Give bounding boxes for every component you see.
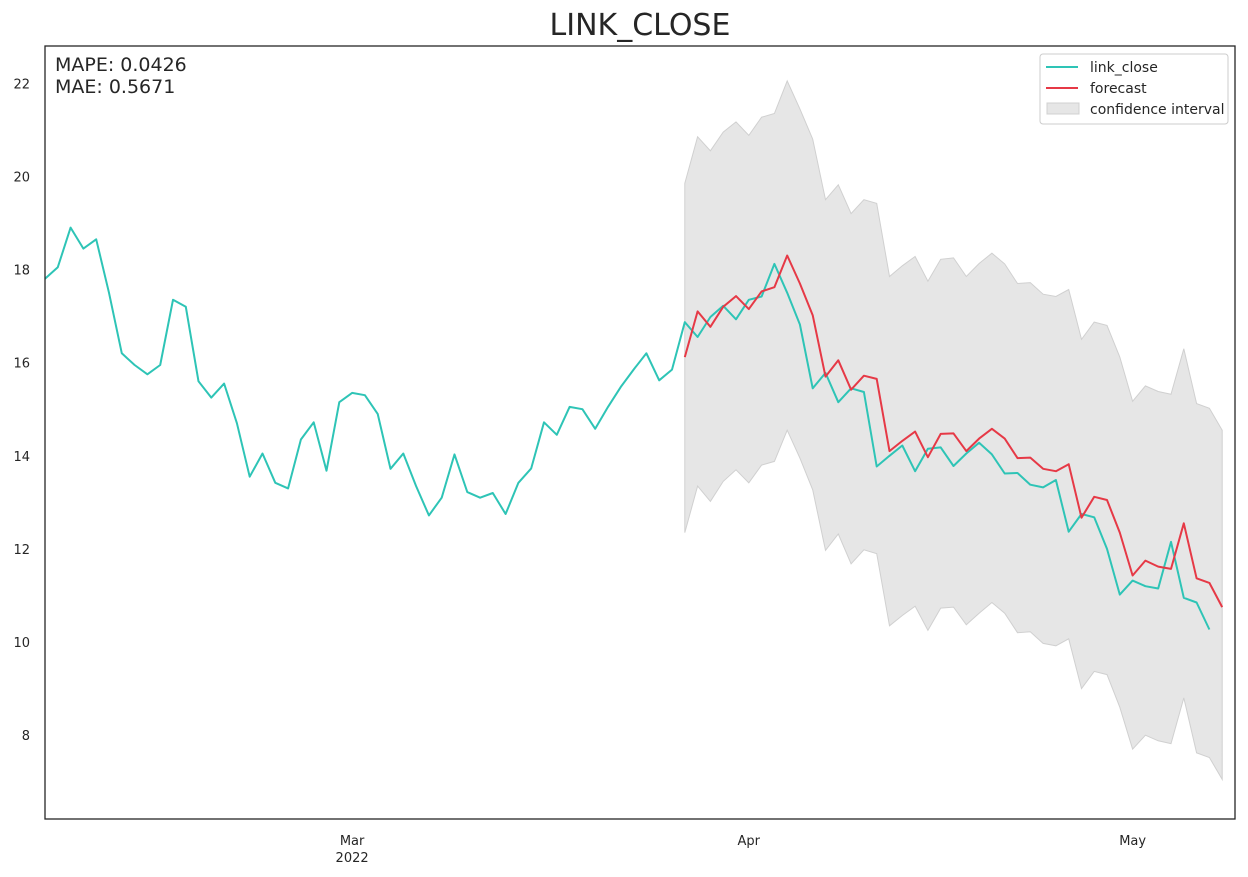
x-tick-label: May [1119,834,1146,849]
y-tick-label: 18 [13,264,30,279]
x-axis-ticks: Mar 2022 Apr May [336,834,1147,866]
mae-annotation: MAE: 0.5671 [55,76,175,98]
chart-title: LINK_CLOSE [550,8,731,43]
x-tick-sublabel: 2022 [336,851,369,866]
y-axis-ticks: 8 10 12 14 16 18 20 22 [13,77,30,744]
x-tick-label: Apr [738,834,761,849]
legend-swatch-confidence-interval [1046,102,1080,115]
x-tick-label: Mar [340,834,365,849]
y-tick-label: 14 [13,450,30,465]
y-tick-label: 16 [13,357,30,372]
legend-label-confidence-interval: confidence interval [1090,102,1224,118]
legend-label-forecast: forecast [1090,81,1147,97]
confidence-band [684,79,1223,782]
legend: link_close forecast confidence interval [1039,53,1229,125]
plot-frame [44,45,1236,820]
series-line-link-close [44,226,1211,630]
y-tick-label: 20 [13,170,30,185]
plot-area [44,79,1224,782]
y-tick-label: 10 [13,636,30,651]
y-tick-label: 22 [13,77,30,92]
y-tick-label: 8 [22,729,30,744]
y-tick-label: 12 [13,543,30,558]
series-line-forecast [683,254,1224,608]
legend-box [1039,53,1229,125]
mape-annotation: MAPE: 0.0426 [55,54,187,76]
legend-label-link-close: link_close [1090,60,1158,76]
